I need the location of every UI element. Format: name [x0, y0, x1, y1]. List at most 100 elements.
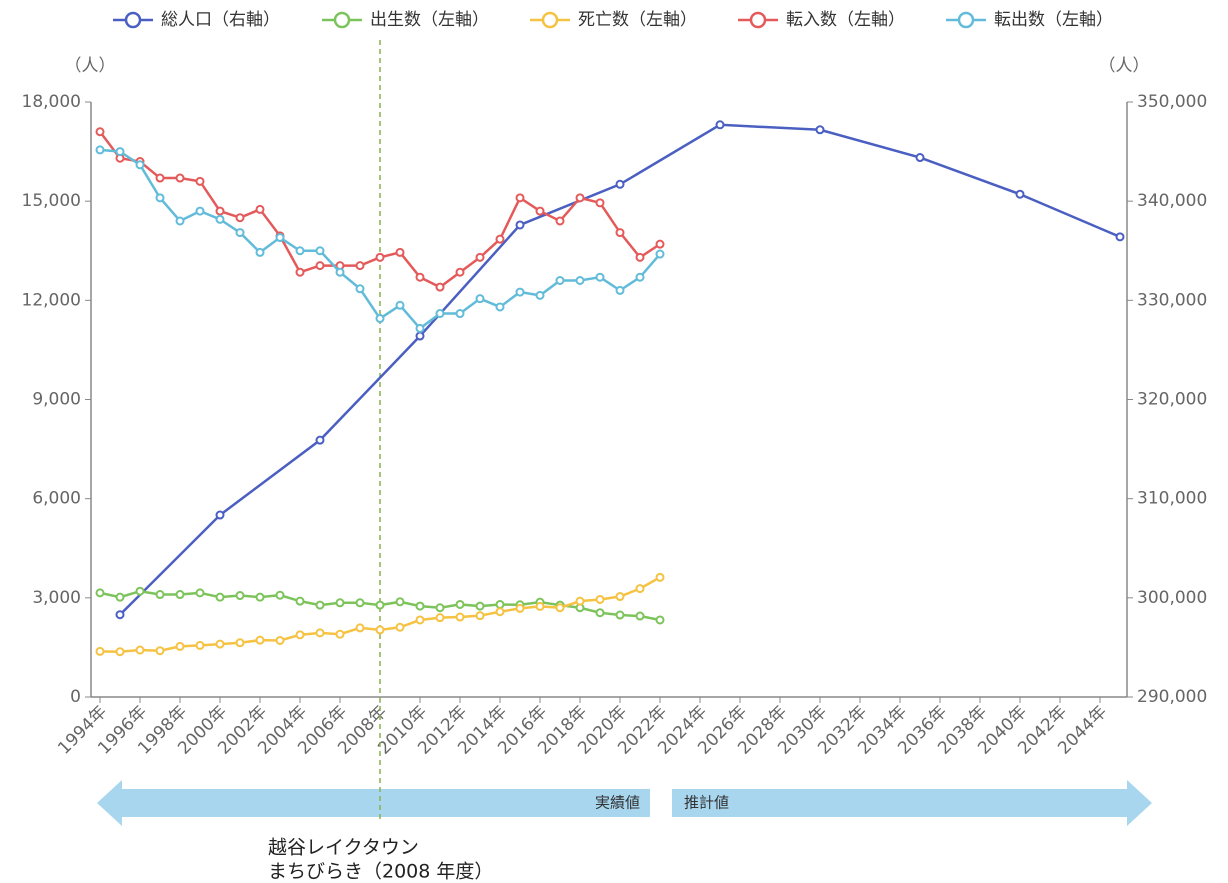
data-point [255, 247, 265, 257]
data-point [815, 125, 825, 135]
y-tick-label: 6,000 [32, 489, 81, 509]
data-point [475, 252, 485, 262]
data-point [335, 598, 345, 608]
data-point [335, 267, 345, 277]
data-point [475, 611, 485, 621]
y-tick-label: 9,000 [32, 390, 81, 410]
data-point [515, 287, 525, 297]
data-point [255, 592, 265, 602]
data-point [235, 591, 245, 601]
data-point [295, 267, 305, 277]
data-point [295, 630, 305, 640]
data-point [215, 510, 225, 520]
y-tick-label: 0 [70, 687, 81, 707]
y-tick-label: 12,000 [22, 290, 81, 310]
series-line [99, 130, 661, 289]
data-point [635, 272, 645, 282]
actual-label: 実績値 [595, 794, 640, 812]
data-point [375, 314, 385, 324]
data-point [615, 592, 625, 602]
data-point [595, 198, 605, 208]
data-point [415, 615, 425, 625]
legend-marker [957, 11, 975, 29]
data-point [195, 588, 205, 598]
data-point [235, 228, 245, 238]
data-point [155, 173, 165, 183]
forecast-arrow [672, 780, 1152, 826]
y2-tick-label: 350,000 [1137, 92, 1207, 112]
data-point [115, 647, 125, 657]
data-point [715, 120, 725, 130]
data-point [515, 603, 525, 613]
data-point [115, 592, 125, 602]
data-point [435, 282, 445, 292]
y-tick-label: 15,000 [22, 191, 81, 211]
data-point [495, 302, 505, 312]
data-point [315, 600, 325, 610]
data-point [335, 629, 345, 639]
data-point [495, 607, 505, 617]
data-point [495, 599, 505, 609]
data-point [595, 594, 605, 604]
data-point [635, 252, 645, 262]
y2-tick-label: 340,000 [1137, 191, 1207, 211]
data-point [575, 596, 585, 606]
y2-tick-label: 330,000 [1137, 290, 1207, 310]
data-point [395, 300, 405, 310]
data-point [175, 216, 185, 226]
data-point [655, 572, 665, 582]
data-point [215, 206, 225, 216]
data-point [575, 276, 585, 285]
data-point [555, 216, 565, 226]
data-point [1115, 232, 1125, 242]
y2-tick-label: 300,000 [1137, 588, 1207, 608]
data-point [195, 176, 205, 186]
data-point [435, 613, 445, 623]
annotation-line: まちびらき（2008 年度） [268, 861, 493, 883]
data-point [255, 204, 265, 214]
y2-tick-label: 320,000 [1137, 390, 1207, 410]
data-point [275, 233, 285, 243]
data-point [655, 249, 665, 259]
data-point [195, 640, 205, 650]
data-point [615, 228, 625, 238]
data-point [135, 160, 145, 170]
data-point [1015, 189, 1025, 199]
data-point [615, 610, 625, 620]
data-point [515, 193, 525, 203]
series-line [119, 123, 1121, 616]
data-point [635, 611, 645, 621]
legend-marker [749, 11, 767, 29]
data-point [475, 294, 485, 304]
data-point [455, 267, 465, 277]
data-point [355, 623, 365, 633]
data-point [535, 290, 545, 300]
y-tick-label: 3,000 [32, 588, 81, 608]
y2-axis-label: （人） [1099, 56, 1150, 76]
data-point [235, 213, 245, 223]
data-point [575, 193, 585, 203]
data-point [95, 588, 105, 598]
forecast-label: 推計値 [684, 794, 729, 812]
data-point [655, 239, 665, 249]
data-point [415, 331, 425, 341]
annotation-line: 越谷レイクタウン [268, 837, 419, 859]
data-point [495, 234, 505, 244]
data-point [395, 247, 405, 257]
data-point [135, 586, 145, 596]
data-point [455, 599, 465, 609]
data-point [315, 246, 325, 256]
data-point [595, 608, 605, 618]
data-point [155, 193, 165, 203]
data-point [295, 596, 305, 606]
data-point [555, 276, 565, 285]
data-point [215, 592, 225, 602]
data-point [535, 601, 545, 611]
data-point [215, 214, 225, 224]
data-point [115, 610, 125, 620]
data-point [475, 601, 485, 611]
data-point [455, 612, 465, 622]
data-point [275, 590, 285, 600]
series-line [99, 576, 661, 653]
actual-arrow [97, 780, 650, 826]
